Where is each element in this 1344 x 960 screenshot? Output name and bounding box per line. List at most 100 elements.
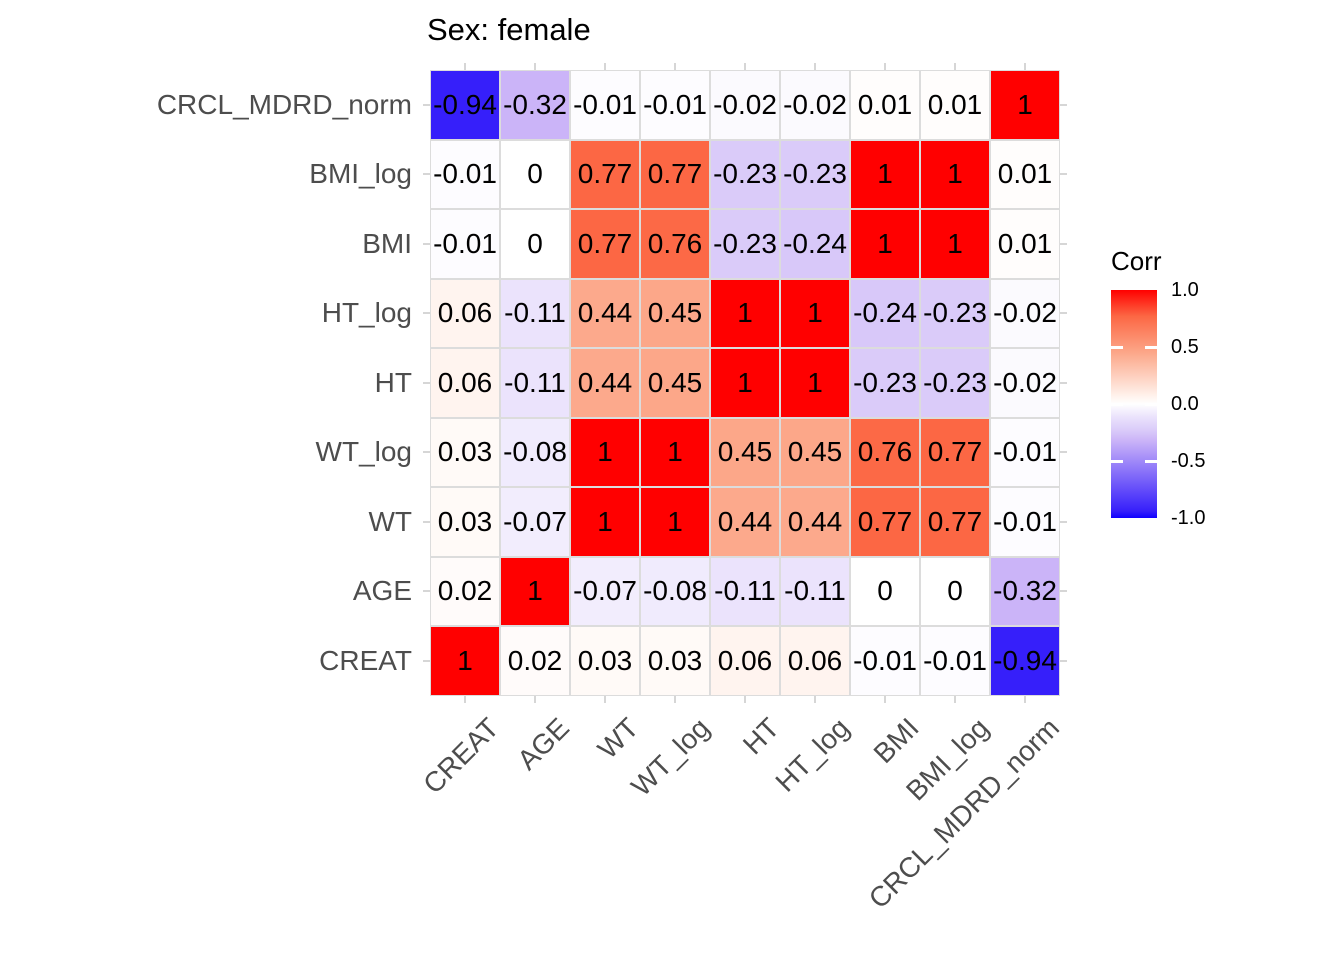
grid-tick xyxy=(674,63,676,70)
heatmap-cell: 1 xyxy=(920,139,990,209)
heatmap-cell: 0.44 xyxy=(570,348,640,418)
heatmap-cell: 0.01 xyxy=(990,209,1060,279)
heatmap-cell: -0.23 xyxy=(710,139,780,209)
grid-tick xyxy=(604,695,606,703)
heatmap-cell: 1 xyxy=(640,487,710,557)
grid-tick xyxy=(1060,381,1067,384)
heatmap-cell: 1 xyxy=(780,348,850,418)
grid-tick xyxy=(423,451,430,454)
x-axis-label: WT xyxy=(592,711,645,765)
heatmap-cell: 0.01 xyxy=(850,70,920,140)
grid-tick xyxy=(604,63,606,70)
heatmap-cell: 0 xyxy=(500,209,570,279)
heatmap-cell: 1 xyxy=(570,487,640,557)
heatmap-cell: -0.02 xyxy=(780,70,850,140)
heatmap-cell: 0.77 xyxy=(850,487,920,557)
y-axis-label: CRCL_MDRD_norm xyxy=(156,88,412,120)
grid-tick xyxy=(423,312,430,315)
heatmap-cell: 0.77 xyxy=(570,209,640,279)
heatmap-cell: 0.06 xyxy=(780,626,850,696)
heatmap-cell: 0.77 xyxy=(920,487,990,557)
heatmap-cell: -0.02 xyxy=(710,70,780,140)
heatmap-cell: -0.24 xyxy=(780,209,850,279)
heatmap-cell: 0.01 xyxy=(920,70,990,140)
heatmap-cell: -0.01 xyxy=(990,417,1060,487)
heatmap-cell: -0.23 xyxy=(850,348,920,418)
grid-tick xyxy=(744,63,746,70)
y-axis-label: AGE xyxy=(352,575,412,607)
heatmap-cell: -0.01 xyxy=(640,70,710,140)
heatmap-cell: 1 xyxy=(920,209,990,279)
legend-tick-label: -1.0 xyxy=(1171,507,1206,529)
heatmap-cell: 0.02 xyxy=(430,556,500,626)
heatmap-cell: 1 xyxy=(640,417,710,487)
grid-tick xyxy=(464,695,466,703)
heatmap-cell: 0.03 xyxy=(430,417,500,487)
heatmap-cell: 0 xyxy=(920,556,990,626)
grid-tick xyxy=(954,695,956,703)
heatmap-cell: 1 xyxy=(430,626,500,696)
heatmap-cell: -0.01 xyxy=(990,487,1060,557)
heatmap-cell: -0.32 xyxy=(500,70,570,140)
heatmap-cell: 0.77 xyxy=(920,417,990,487)
y-axis-label: WT_log xyxy=(315,436,412,468)
grid-tick xyxy=(534,63,536,70)
y-axis-label: BMI_log xyxy=(309,158,412,190)
heatmap-cell: 0.06 xyxy=(710,626,780,696)
legend-tick-label: -0.5 xyxy=(1171,450,1206,472)
grid-tick xyxy=(1060,242,1067,245)
heatmap-cell: 0.45 xyxy=(710,417,780,487)
heatmap-cell: 0 xyxy=(850,556,920,626)
legend-tick-label: 0.5 xyxy=(1171,336,1199,358)
heatmap-cell: -0.07 xyxy=(500,487,570,557)
legend-tick-mark xyxy=(1145,459,1157,463)
grid-tick xyxy=(423,520,430,523)
heatmap-cell: -0.23 xyxy=(780,139,850,209)
grid-tick xyxy=(423,590,430,593)
grid-tick xyxy=(1060,659,1067,662)
y-axis-label: CREAT xyxy=(319,644,412,676)
x-axis-label: AGE xyxy=(511,711,575,776)
heatmap-cell: 0.44 xyxy=(570,278,640,348)
legend-tick-label: 1.0 xyxy=(1171,279,1199,301)
y-axis-label: WT xyxy=(368,505,412,537)
grid-tick xyxy=(954,63,956,70)
heatmap-cell: 1 xyxy=(710,278,780,348)
heatmap-cell: 0.06 xyxy=(430,278,500,348)
grid-tick xyxy=(423,173,430,176)
heatmap-cell: -0.11 xyxy=(780,556,850,626)
legend-tick-label: 0.0 xyxy=(1171,393,1199,415)
heatmap-cell: -0.08 xyxy=(640,556,710,626)
grid-tick xyxy=(423,242,430,245)
heatmap-cell: 1 xyxy=(780,278,850,348)
legend-tick-mark xyxy=(1145,345,1157,349)
legend-tick-mark xyxy=(1111,459,1123,463)
grid-tick xyxy=(423,381,430,384)
heatmap-cell: -0.01 xyxy=(920,626,990,696)
grid-tick xyxy=(1060,451,1067,454)
heatmap-cell: 0.45 xyxy=(780,417,850,487)
legend-title: Corr xyxy=(1111,246,1162,276)
y-axis-label: HT xyxy=(374,366,412,398)
heatmap-cell: -0.11 xyxy=(500,348,570,418)
heatmap-cell: -0.07 xyxy=(570,556,640,626)
plot-title: Sex: female xyxy=(427,12,591,47)
x-axis-label: HT xyxy=(736,711,785,760)
heatmap-cell: 1 xyxy=(570,417,640,487)
heatmap-cell: 1 xyxy=(710,348,780,418)
grid-tick xyxy=(464,63,466,70)
heatmap-cell: -0.94 xyxy=(430,70,500,140)
heatmap-cell: 0.03 xyxy=(430,487,500,557)
heatmap-cell: -0.01 xyxy=(570,70,640,140)
heatmap-cell: -0.23 xyxy=(920,278,990,348)
heatmap-cell: -0.32 xyxy=(990,556,1060,626)
heatmap-cell: -0.11 xyxy=(710,556,780,626)
grid-tick xyxy=(1060,312,1067,315)
grid-tick xyxy=(534,695,536,703)
heatmap-cell: -0.01 xyxy=(430,139,500,209)
heatmap-cell: 0.06 xyxy=(430,348,500,418)
grid-tick xyxy=(1024,63,1026,70)
x-axis-label: HT_log xyxy=(769,711,855,798)
heatmap-cell: -0.02 xyxy=(990,348,1060,418)
